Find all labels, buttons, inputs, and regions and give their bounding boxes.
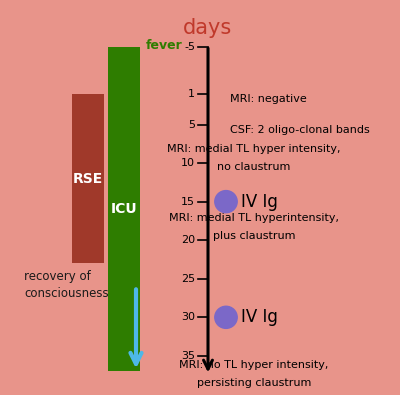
Text: MRI: negative: MRI: negative	[230, 94, 307, 103]
Text: MRI: medial TL hyper intensity,: MRI: medial TL hyper intensity,	[167, 144, 341, 154]
Text: 10: 10	[181, 158, 195, 168]
Text: IV Ig: IV Ig	[241, 193, 278, 211]
Text: 20: 20	[181, 235, 195, 245]
Text: 15: 15	[181, 197, 195, 207]
FancyBboxPatch shape	[72, 94, 104, 263]
Text: IV Ig: IV Ig	[241, 308, 278, 326]
Text: MRI: no TL hyper intensity,: MRI: no TL hyper intensity,	[179, 360, 329, 370]
Text: MRI: medial TL hyperintensity,: MRI: medial TL hyperintensity,	[169, 213, 339, 223]
Text: 35: 35	[181, 351, 195, 361]
Text: 25: 25	[181, 274, 195, 284]
Text: consciousness: consciousness	[24, 287, 109, 300]
Text: recovery of: recovery of	[24, 269, 91, 282]
Text: no claustrum: no claustrum	[217, 162, 291, 171]
Text: 30: 30	[181, 312, 195, 322]
Text: ICU: ICU	[111, 202, 137, 216]
Text: days: days	[183, 18, 233, 38]
Text: 5: 5	[188, 120, 195, 130]
Text: fever: fever	[145, 39, 182, 52]
FancyBboxPatch shape	[108, 47, 140, 371]
Text: 1: 1	[188, 88, 195, 99]
Text: persisting claustrum: persisting claustrum	[197, 378, 311, 387]
Text: CSF: 2 oligo-clonal bands: CSF: 2 oligo-clonal bands	[230, 124, 370, 135]
Circle shape	[215, 190, 237, 213]
Text: plus claustrum: plus claustrum	[213, 231, 295, 241]
Text: RSE: RSE	[73, 171, 103, 186]
Text: -5: -5	[184, 42, 195, 53]
Circle shape	[215, 306, 237, 328]
